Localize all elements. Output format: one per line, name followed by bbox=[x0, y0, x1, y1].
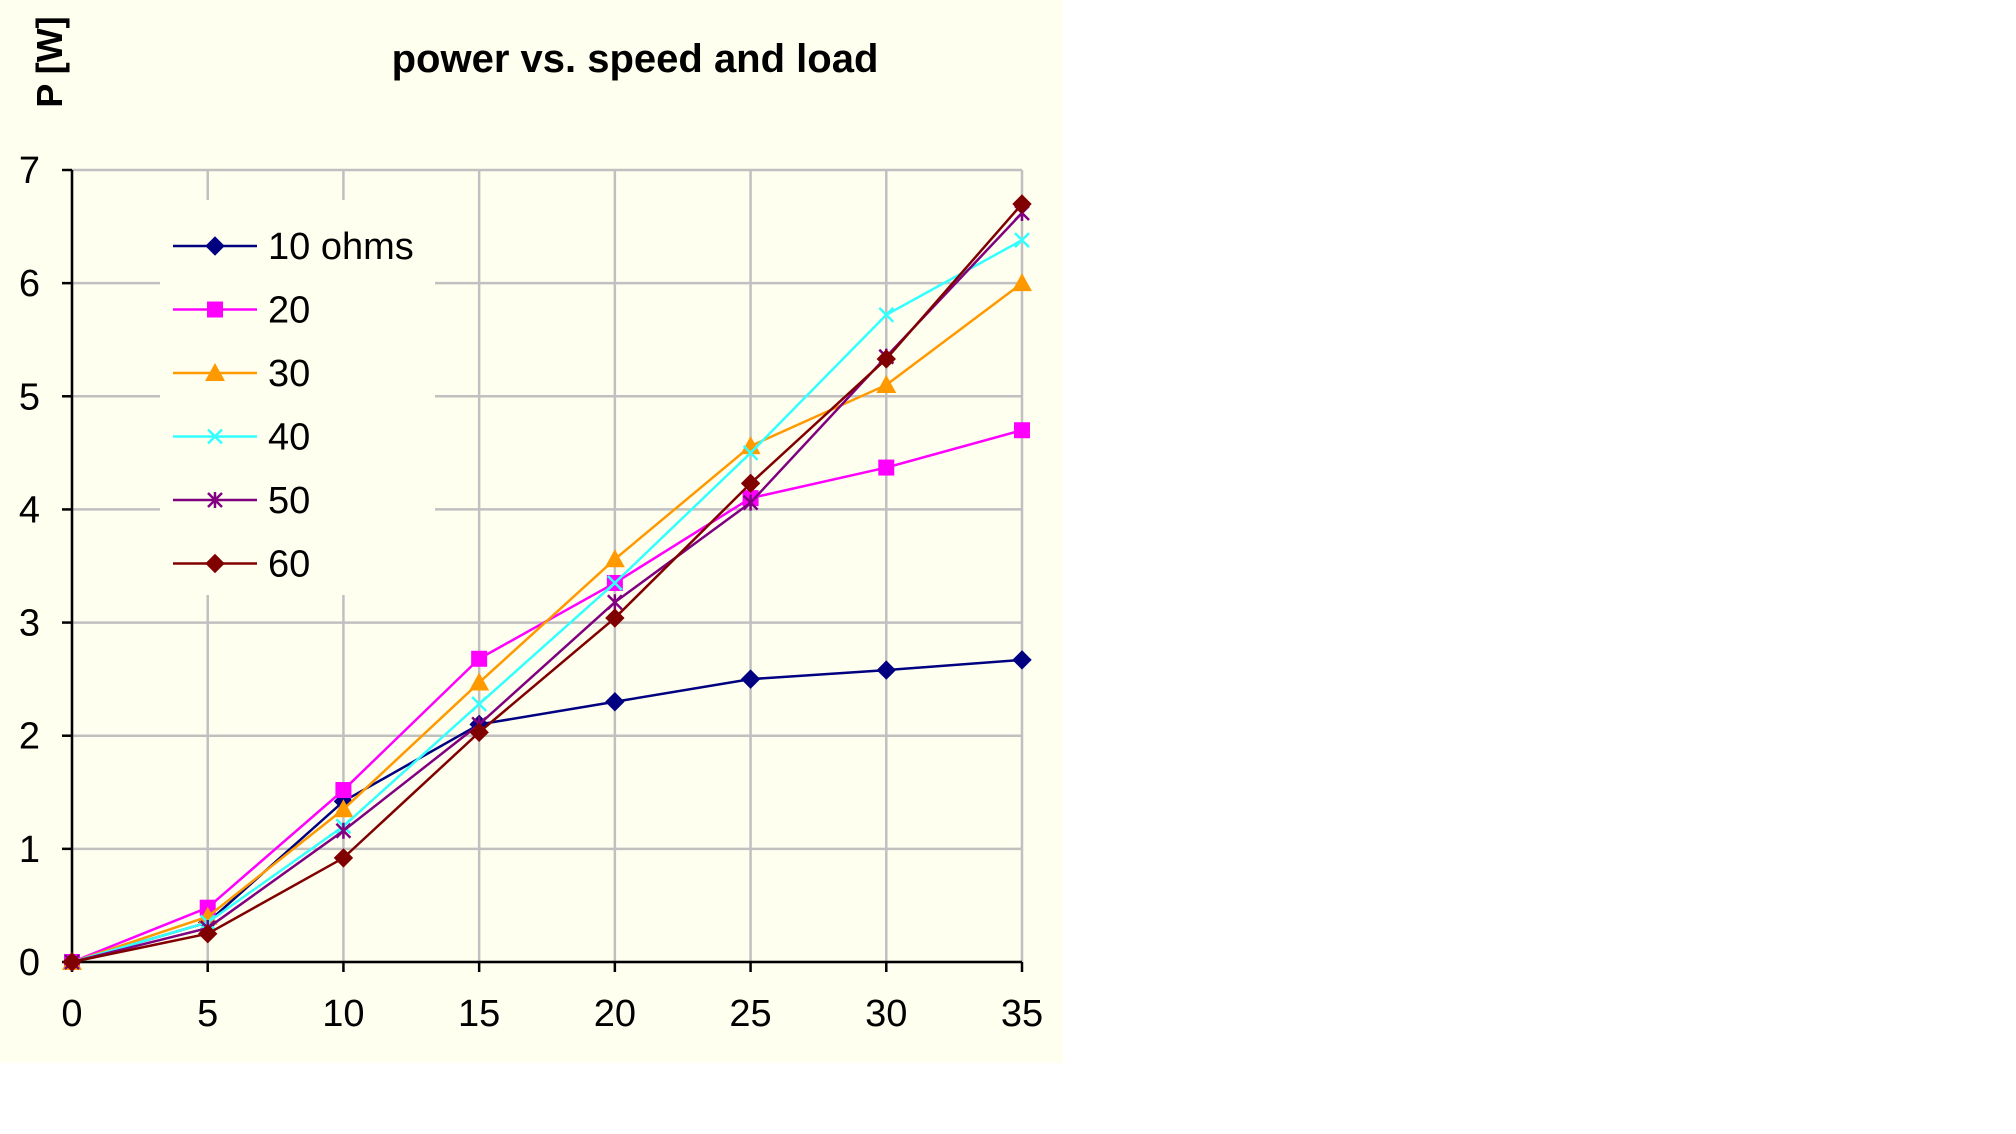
legend-label: 20 bbox=[268, 290, 310, 332]
legend-box bbox=[160, 200, 435, 595]
chart-area: 0 1 2 3 4 5 6 7 0 5 10 15 20 25 30 35 10 ohms 20 30 40 50 60… bbox=[0, 0, 1063, 1063]
legend: 10 ohms 20 30 40 50 60 bbox=[160, 200, 435, 595]
data-point bbox=[742, 494, 759, 511]
data-point bbox=[740, 473, 761, 494]
legend-marker bbox=[205, 363, 225, 381]
data-point bbox=[742, 444, 759, 461]
legend-entry: 40 bbox=[173, 417, 310, 459]
data-point bbox=[878, 306, 895, 323]
data-point bbox=[1012, 273, 1032, 292]
y-tick-label: 0 bbox=[19, 942, 40, 984]
legend-marker bbox=[207, 301, 223, 318]
y-tick-label: 2 bbox=[19, 716, 40, 758]
chart-title: power vs. speed and load bbox=[392, 37, 879, 81]
x-tick-label: 30 bbox=[865, 993, 907, 1035]
data-point bbox=[471, 650, 488, 667]
data-point bbox=[471, 696, 488, 712]
data-point bbox=[1014, 232, 1030, 249]
y-tick-label: 6 bbox=[19, 263, 40, 305]
series-6 bbox=[62, 194, 1032, 972]
data-point bbox=[1012, 194, 1032, 214]
data-point bbox=[605, 692, 625, 712]
data-point bbox=[469, 672, 490, 691]
series-line bbox=[71, 282, 1023, 964]
data-point bbox=[604, 549, 625, 568]
data-point bbox=[878, 459, 895, 476]
legend-entry: 20 bbox=[173, 290, 310, 332]
x-tick-label: 15 bbox=[458, 993, 500, 1035]
series-4 bbox=[64, 232, 1030, 970]
data-point bbox=[876, 660, 896, 680]
legend-label: 30 bbox=[268, 353, 310, 395]
legend-entry: 50 bbox=[173, 480, 310, 522]
legend-label: 60 bbox=[268, 544, 310, 586]
legend-entry: 10 ohms bbox=[173, 226, 414, 268]
data-point bbox=[198, 924, 218, 944]
y-tick-label: 7 bbox=[19, 150, 40, 192]
legend-marker bbox=[207, 492, 223, 508]
x-tick-label: 0 bbox=[61, 993, 82, 1035]
y-tick-label: 3 bbox=[19, 603, 40, 645]
data-point bbox=[469, 722, 489, 743]
series-line bbox=[71, 203, 1023, 964]
legend-entry: 60 bbox=[173, 544, 310, 586]
power-chart: 0 1 2 3 4 5 6 7 0 5 10 15 20 25 30 35 10 ohms 20 30 40 50 60… bbox=[19, 16, 1043, 1035]
data-point bbox=[606, 575, 623, 591]
x-tick-label: 25 bbox=[729, 993, 771, 1035]
data-point bbox=[1012, 650, 1032, 670]
series-line bbox=[71, 239, 1023, 964]
data-point bbox=[605, 608, 625, 628]
data-point bbox=[335, 822, 352, 839]
axes-layer: 0 1 2 3 4 5 6 7 0 5 10 15 20 25 30 35 bbox=[19, 150, 1043, 1035]
x-tick-label: 10 bbox=[322, 993, 364, 1035]
y-tick-label: 1 bbox=[19, 829, 40, 871]
data-point bbox=[876, 374, 897, 393]
data-point bbox=[606, 594, 623, 611]
legend-marker bbox=[205, 236, 225, 256]
y-tick-label: 4 bbox=[19, 489, 40, 531]
legend-marker bbox=[205, 553, 225, 574]
y-axis-label: P [W] bbox=[29, 16, 70, 107]
series-line bbox=[71, 658, 1023, 964]
data-point bbox=[333, 848, 354, 868]
legend-entry: 30 bbox=[173, 353, 310, 395]
data-point bbox=[740, 669, 761, 689]
legend-marker bbox=[207, 428, 223, 445]
series-layer bbox=[62, 194, 1032, 972]
data-point bbox=[1014, 422, 1030, 439]
x-tick-label: 20 bbox=[594, 993, 636, 1035]
x-tick-label: 5 bbox=[197, 993, 218, 1035]
legend-label: 10 ohms bbox=[268, 226, 414, 268]
y-tick-label: 5 bbox=[19, 376, 40, 418]
legend-label: 50 bbox=[268, 480, 310, 522]
x-tick-label: 35 bbox=[1001, 993, 1043, 1035]
legend-label: 40 bbox=[268, 417, 310, 459]
data-point bbox=[335, 782, 352, 799]
data-point bbox=[876, 349, 896, 369]
data-point bbox=[62, 952, 82, 972]
data-point bbox=[333, 799, 354, 818]
